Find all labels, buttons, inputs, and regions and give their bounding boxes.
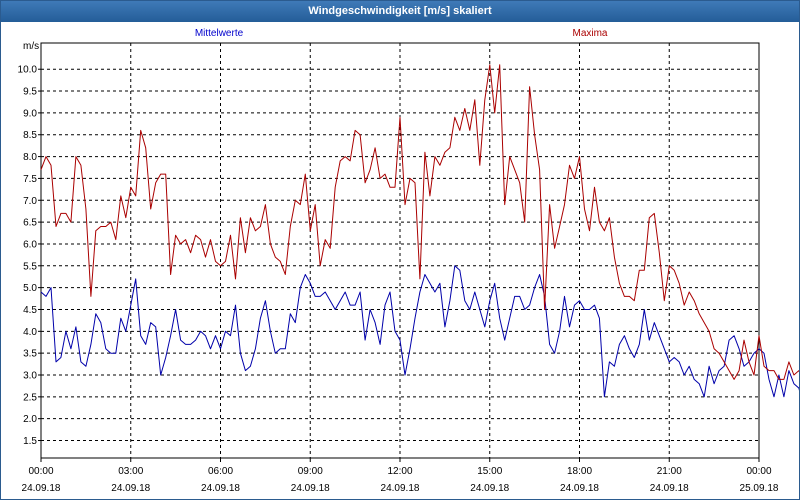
x-tick-time: 21:00 bbox=[657, 466, 682, 477]
x-tick-date: 24.09.18 bbox=[650, 483, 689, 494]
x-tick-time: 12:00 bbox=[387, 466, 412, 477]
x-tick-time: 03:00 bbox=[118, 466, 143, 477]
x-tick-time: 15:00 bbox=[477, 466, 502, 477]
y-tick-label: 10.0 bbox=[18, 65, 38, 76]
series-line-mittelwerte bbox=[40, 265, 799, 398]
x-tick-date: 24.09.18 bbox=[291, 483, 330, 494]
series-line-maxima bbox=[40, 64, 799, 380]
x-tick-time: 00:00 bbox=[28, 466, 53, 477]
y-tick-label: 9.0 bbox=[23, 108, 37, 119]
x-tick-date: 24.09.18 bbox=[111, 483, 150, 494]
x-tick-date: 24.09.18 bbox=[470, 483, 509, 494]
y-tick-label: 6.5 bbox=[23, 218, 37, 229]
y-tick-label: 2.5 bbox=[23, 392, 37, 403]
x-tick-time: 06:00 bbox=[208, 466, 233, 477]
y-tick-label: 5.0 bbox=[23, 283, 37, 294]
x-tick-date: 24.09.18 bbox=[22, 483, 61, 494]
wind-speed-chart: m/s Mittelwerte Maxima 1.5 2.0 2.5 3.0 3.5 4.… bbox=[18, 28, 799, 494]
y-tick-label: 2.0 bbox=[23, 414, 37, 425]
y-tick-label: 4.0 bbox=[23, 327, 37, 338]
y-tick-label: 4.5 bbox=[23, 305, 37, 316]
y-tick-label: 3.0 bbox=[23, 371, 37, 382]
legend-mittelwerte: Mittelwerte bbox=[195, 28, 244, 39]
y-tick-label: 8.0 bbox=[23, 152, 37, 163]
y-tick-label: 1.5 bbox=[23, 436, 37, 447]
y-axis: 1.5 2.0 2.5 3.0 3.5 4.0 4.5 5.0 5.5 6.0 6.5 7.0 7.5 8… bbox=[18, 65, 41, 447]
y-tick-label: 7.0 bbox=[23, 196, 37, 207]
y-axis-unit: m/s bbox=[23, 41, 39, 52]
x-tick-date: 24.09.18 bbox=[201, 483, 240, 494]
x-tick-time: 18:00 bbox=[567, 466, 592, 477]
y-tick-label: 6.0 bbox=[23, 239, 37, 250]
plot-frame bbox=[40, 42, 760, 459]
y-tick-label: 5.5 bbox=[23, 261, 37, 272]
x-tick-date: 25.09.18 bbox=[740, 483, 779, 494]
y-tick-label: 7.5 bbox=[23, 174, 37, 185]
y-tick-label: 9.5 bbox=[23, 87, 37, 98]
x-tick-time: 00:00 bbox=[746, 466, 771, 477]
series-lines bbox=[40, 64, 799, 398]
x-tick-time: 09:00 bbox=[298, 466, 323, 477]
y-tick-label: 8.5 bbox=[23, 130, 37, 141]
x-axis: 00:00 24.09.18 03:00 24.09.18 06:00 24.09.18 0… bbox=[22, 458, 779, 494]
x-tick-date: 24.09.18 bbox=[381, 483, 420, 494]
x-tick-date: 24.09.18 bbox=[560, 483, 599, 494]
legend-maxima: Maxima bbox=[572, 28, 607, 39]
y-tick-label: 3.5 bbox=[23, 349, 37, 360]
window-title: Windgeschwindigkeit [m/s] skaliert bbox=[1, 1, 799, 22]
